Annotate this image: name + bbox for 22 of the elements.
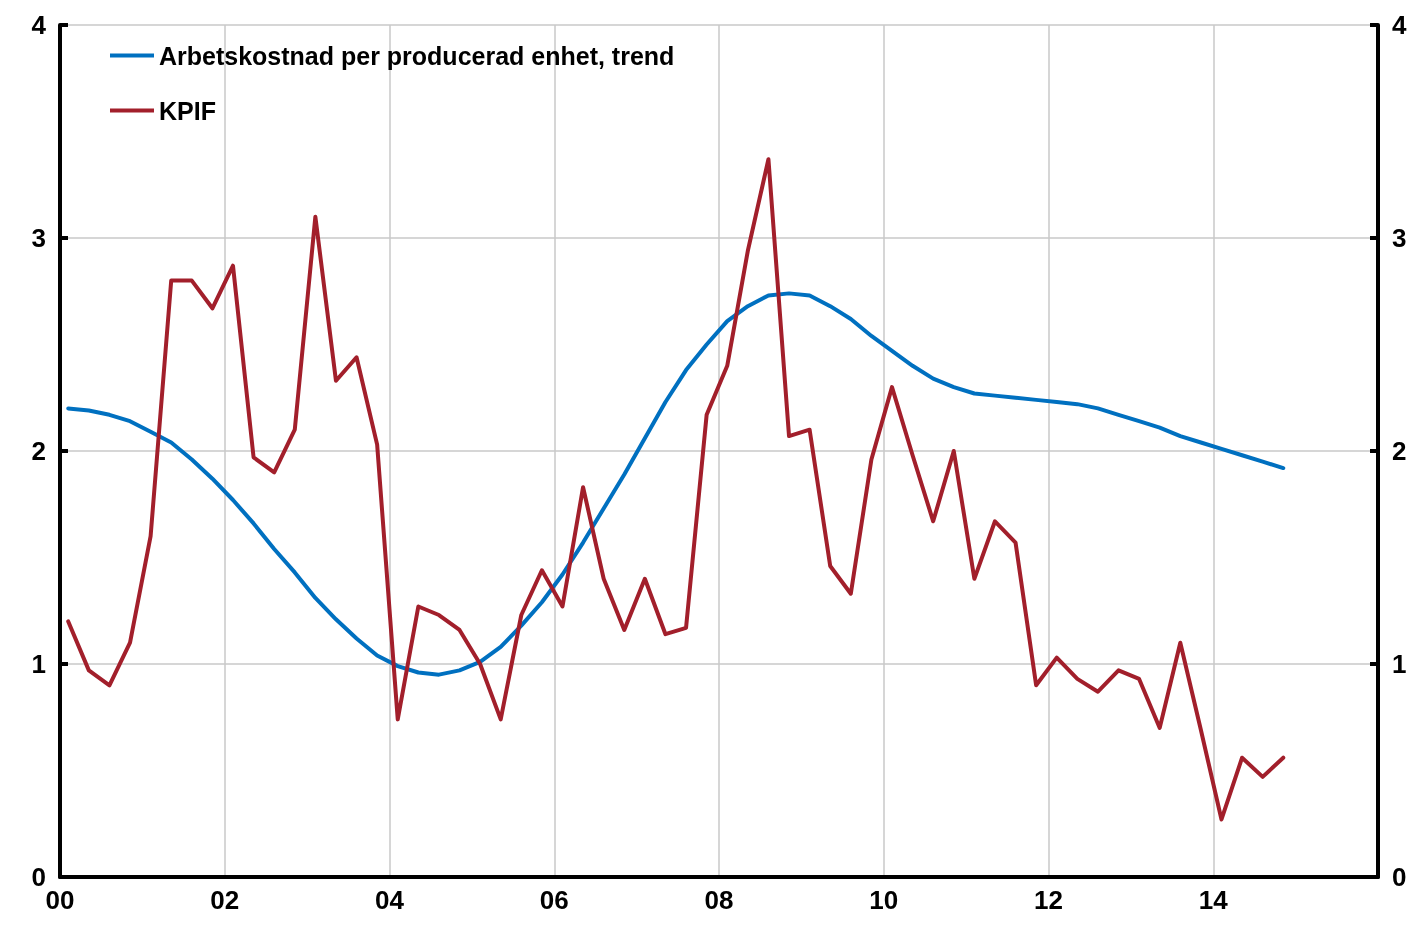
x-tick-label: 02 [210, 885, 240, 915]
y-tick-label: 1 [31, 649, 46, 679]
y2-tick-label: 3 [1392, 223, 1407, 253]
legend-label: Arbetskostnad per producerad enhet, trend [159, 41, 675, 70]
x-tick-label: 14 [1198, 885, 1229, 915]
x-tick-label: 10 [869, 885, 899, 915]
y2-tick-label: 2 [1392, 436, 1407, 466]
line-series [66, 291, 1286, 677]
y2-tick-label: 4 [1392, 10, 1407, 40]
y2-tick-label: 0 [1392, 862, 1407, 892]
y2-tick-label: 1 [1392, 649, 1407, 679]
x-tick-label: 00 [45, 885, 75, 915]
line-series [66, 157, 1286, 822]
y-tick-label: 0 [31, 862, 46, 892]
x-tick-label: 06 [539, 885, 569, 915]
x-tick-label: 08 [704, 885, 734, 915]
x-tick-label: 04 [375, 885, 405, 915]
y-tick-label: 3 [31, 223, 46, 253]
y-tick-label: 2 [31, 436, 46, 466]
x-tick-label: 12 [1034, 885, 1063, 915]
legend-label: KPIF [159, 96, 216, 125]
y-tick-label: 4 [31, 10, 47, 40]
